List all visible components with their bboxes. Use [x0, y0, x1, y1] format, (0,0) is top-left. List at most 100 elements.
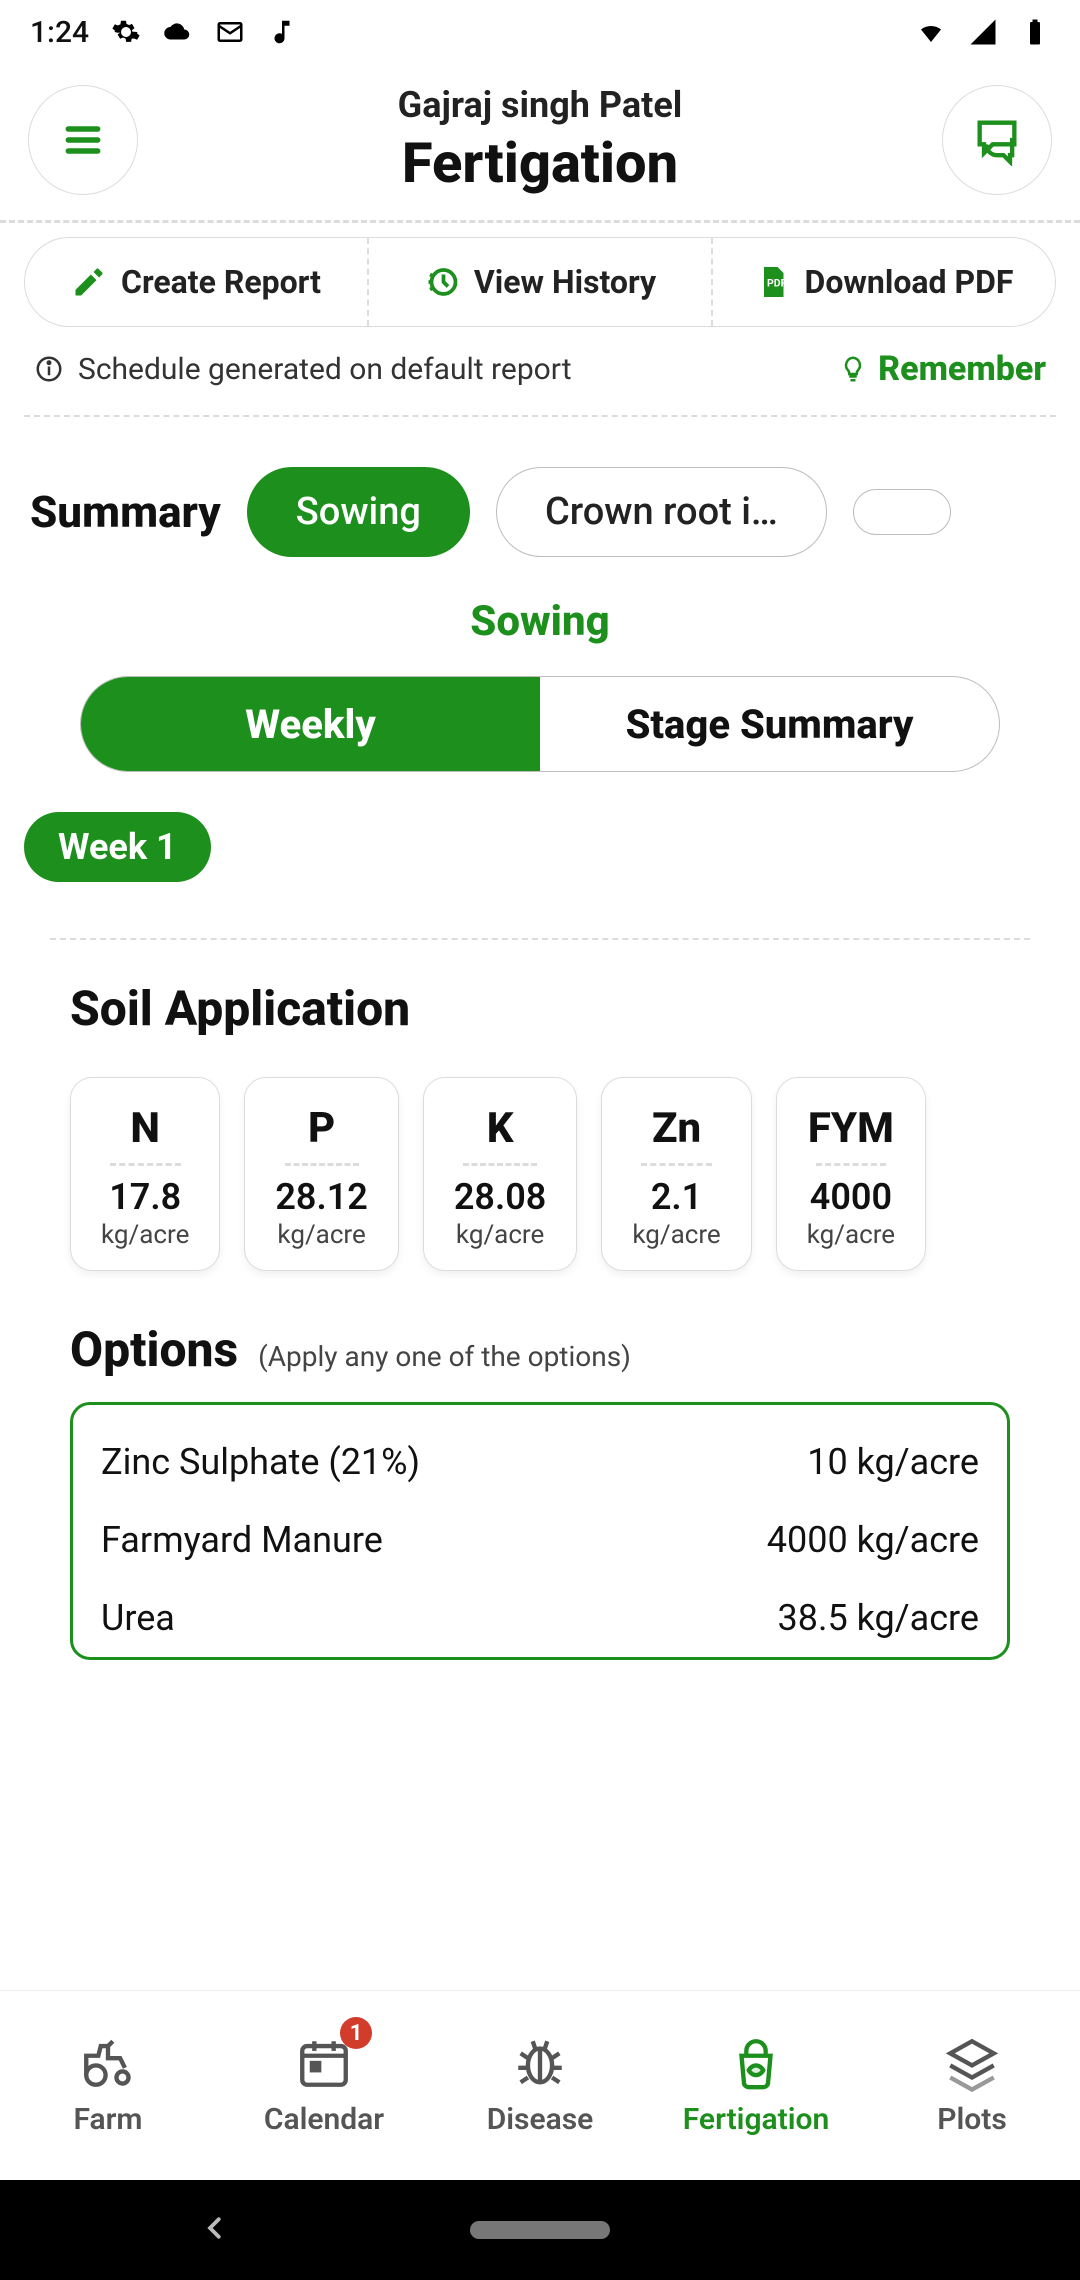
- page-title: Fertigation: [138, 130, 942, 196]
- nutrient-unit: kg/acre: [101, 1220, 189, 1250]
- stage-tab-sowing[interactable]: Sowing: [247, 467, 470, 557]
- divider: [285, 1163, 359, 1166]
- weekly-toggle[interactable]: Weekly: [81, 677, 540, 771]
- nutrient-value: 17.8: [101, 1176, 189, 1218]
- svg-text:PDF: PDF: [767, 277, 787, 290]
- options-box[interactable]: Zinc Sulphate (21%) 10 kg/acre Farmyard …: [70, 1402, 1010, 1660]
- stage-tab-crown-root[interactable]: Crown root i…: [496, 467, 827, 557]
- option-amount: 10 kg/acre: [807, 1441, 979, 1483]
- view-toggle: Weekly Stage Summary: [80, 676, 1000, 772]
- info-icon: [34, 354, 64, 384]
- support-button[interactable]: [942, 85, 1052, 195]
- nav-label: Calendar: [264, 2102, 384, 2137]
- option-name: Urea: [101, 1597, 175, 1639]
- nutrient-symbol: Zn: [632, 1104, 720, 1153]
- nutrient-symbol: K: [454, 1104, 547, 1153]
- option-name: Zinc Sulphate (21%): [101, 1441, 420, 1483]
- option-row: Urea 38.5 kg/acre: [101, 1579, 979, 1657]
- history-icon: [424, 264, 460, 300]
- bottom-nav: Farm 1 Calendar Disease Fertigation Pl: [0, 1990, 1080, 2180]
- options-subtitle: (Apply any one of the options): [258, 1340, 631, 1373]
- nutrient-value: 28.12: [275, 1176, 368, 1218]
- menu-icon: [61, 118, 105, 162]
- option-name: Farmyard Manure: [101, 1519, 383, 1561]
- option-amount: 38.5 kg/acre: [778, 1597, 979, 1639]
- user-name: Gajraj singh Patel: [138, 84, 942, 126]
- nutrient-unit: kg/acre: [807, 1220, 895, 1250]
- nav-calendar[interactable]: 1 Calendar: [216, 1991, 432, 2180]
- nav-plots[interactable]: Plots: [864, 1991, 1080, 2180]
- nutrient-unit: kg/acre: [454, 1220, 547, 1250]
- download-pdf-button[interactable]: PDF Download PDF: [711, 238, 1055, 326]
- nutrient-unit: kg/acre: [632, 1220, 720, 1250]
- layers-icon: [943, 2034, 1001, 2092]
- stage-summary-toggle[interactable]: Stage Summary: [540, 677, 999, 771]
- options-title: Options: [70, 1321, 238, 1378]
- nutrient-card-k: K 28.08 kg/acre: [423, 1077, 578, 1271]
- nav-label: Plots: [937, 2102, 1007, 2137]
- fertigation-icon: [727, 2034, 785, 2092]
- pdf-icon: PDF: [755, 264, 791, 300]
- option-row: Zinc Sulphate (21%) 10 kg/acre: [101, 1423, 979, 1501]
- android-status-bar: 1:24: [0, 0, 1080, 64]
- view-history-button[interactable]: View History: [367, 238, 711, 326]
- android-home-handle[interactable]: [470, 2221, 610, 2239]
- option-amount: 4000 kg/acre: [767, 1519, 979, 1561]
- nutrient-value: 2.1: [632, 1176, 720, 1218]
- option-row: Farmyard Manure 4000 kg/acre: [101, 1501, 979, 1579]
- settings-status-icon: [111, 17, 141, 47]
- wifi-status-icon: [916, 17, 946, 47]
- calendar-badge: 1: [340, 2017, 372, 2049]
- schedule-text: Schedule generated on default report: [78, 352, 572, 387]
- summary-tab[interactable]: Summary: [30, 486, 221, 538]
- week-badge[interactable]: Week 1: [24, 812, 211, 882]
- stage-tab-more[interactable]: [853, 489, 951, 535]
- divider: [0, 220, 1080, 223]
- nav-fertigation[interactable]: Fertigation: [648, 1991, 864, 2180]
- stage-section-title: Sowing: [0, 597, 1080, 646]
- nav-label: Farm: [74, 2102, 143, 2137]
- nutrient-value: 4000: [807, 1176, 895, 1218]
- download-pdf-label: Download PDF: [805, 263, 1014, 301]
- nutrient-card-p: P 28.12 kg/acre: [244, 1077, 399, 1271]
- remember-label: Remember: [878, 349, 1046, 389]
- divider: [50, 938, 1030, 940]
- android-nav-bar: [0, 2180, 1080, 2280]
- signal-status-icon: [968, 17, 998, 47]
- divider: [816, 1163, 887, 1166]
- pencil-icon: [71, 264, 107, 300]
- nutrient-symbol: FYM: [807, 1104, 895, 1153]
- tractor-icon: [79, 2034, 137, 2092]
- nav-disease[interactable]: Disease: [432, 1991, 648, 2180]
- nav-label: Disease: [487, 2102, 594, 2137]
- options-header: Options (Apply any one of the options): [70, 1321, 1080, 1378]
- nutrient-value: 28.08: [454, 1176, 547, 1218]
- nutrient-unit: kg/acre: [275, 1220, 368, 1250]
- nutrient-symbol: N: [101, 1104, 189, 1153]
- support-chat-icon: [971, 114, 1023, 166]
- battery-status-icon: [1020, 17, 1050, 47]
- status-time: 1:24: [30, 15, 89, 50]
- app-screen: Gajraj singh Patel Fertigation Create Re…: [0, 64, 1080, 2180]
- android-back-button[interactable]: [200, 2213, 230, 2247]
- nav-farm[interactable]: Farm: [0, 1991, 216, 2180]
- view-history-label: View History: [474, 263, 656, 301]
- divider: [110, 1163, 181, 1166]
- mail-status-icon: [215, 17, 245, 47]
- divider: [463, 1163, 537, 1166]
- actions-bar: Create Report View History PDF Download …: [24, 237, 1056, 327]
- menu-button[interactable]: [28, 85, 138, 195]
- create-report-label: Create Report: [121, 263, 321, 301]
- nutrient-symbol: P: [275, 1104, 368, 1153]
- nutrient-card-fym: FYM 4000 kg/acre: [776, 1077, 926, 1271]
- nutrient-card-zn: Zn 2.1 kg/acre: [601, 1077, 751, 1271]
- create-report-button[interactable]: Create Report: [25, 238, 367, 326]
- remember-button[interactable]: Remember: [838, 349, 1046, 389]
- music-status-icon: [267, 17, 297, 47]
- bug-icon: [511, 2034, 569, 2092]
- nutrient-card-n: N 17.8 kg/acre: [70, 1077, 220, 1271]
- divider: [641, 1163, 712, 1166]
- schedule-info-row: Schedule generated on default report Rem…: [0, 327, 1080, 389]
- bulb-icon: [838, 354, 868, 384]
- stage-tabs: Summary Sowing Crown root i…: [0, 417, 1080, 567]
